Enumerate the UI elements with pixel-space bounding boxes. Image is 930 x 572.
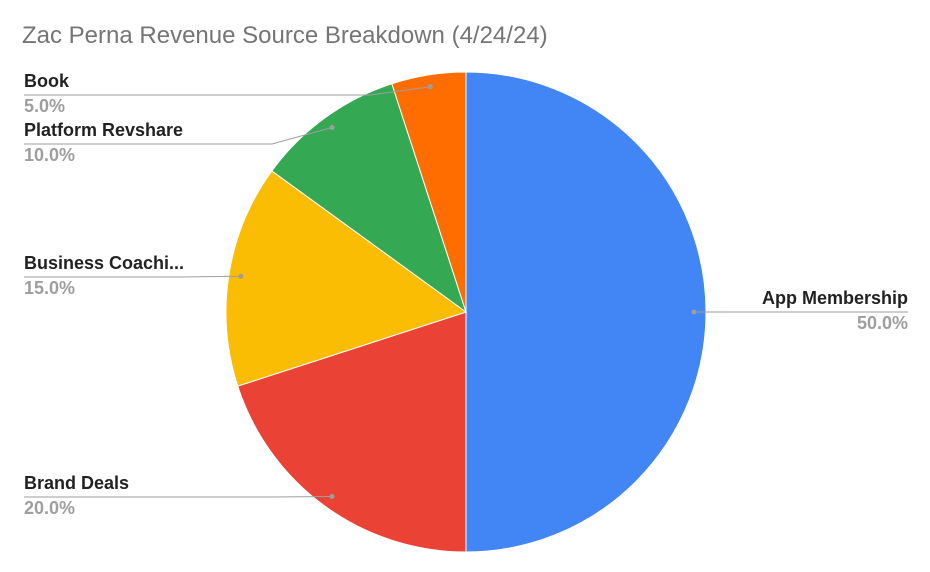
leader-line-book [24, 86, 431, 96]
slice-percent-book: 5.0% [24, 96, 65, 116]
leader-line-platform-revshare [24, 127, 333, 145]
slice-label-brand-deals: Brand Deals [24, 473, 129, 493]
slice-percent-app-membership: 50.0% [857, 313, 908, 333]
pie-slice-platform-revshare[interactable] [271, 83, 467, 314]
pie-slice-business-coachi[interactable] [225, 170, 468, 387]
slice-label-app-membership: App Membership [762, 288, 908, 308]
pie-slice-app-membership[interactable] [465, 71, 707, 553]
leader-dot-app-membership [691, 309, 697, 315]
slice-percent-brand-deals: 20.0% [24, 498, 75, 518]
slice-percent-business-coachi: 15.0% [24, 278, 75, 298]
leader-dot-business-coachi [238, 273, 244, 279]
slice-label-platform-revshare: Platform Revshare [24, 120, 183, 140]
leader-dot-brand-deals [329, 494, 335, 499]
leader-line-business-coachi [24, 275, 241, 278]
leader-line-brand-deals [24, 496, 333, 498]
pie-slice-brand-deals[interactable] [237, 311, 467, 553]
pie-labels: App Membership 50.0% Brand Deals 20.0% Busin… [24, 71, 908, 518]
leader-dot-platform-revshare [329, 125, 335, 130]
slice-percent-platform-revshare: 10.0% [24, 145, 75, 165]
chart-title: Zac Perna Revenue Source Breakdown (4/24… [22, 22, 548, 49]
slice-label-book: Book [24, 71, 70, 91]
pie-slice-book[interactable] [391, 71, 467, 313]
pie-slices [225, 71, 707, 553]
leader-dot-book [427, 84, 433, 90]
slice-label-business-coachi: Business Coachi... [24, 253, 184, 273]
